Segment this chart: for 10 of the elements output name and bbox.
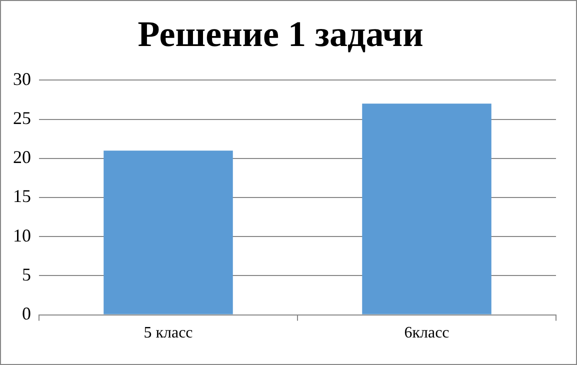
x-tick-label: 6класс <box>404 324 450 342</box>
y-tick-label: 15 <box>13 186 31 206</box>
y-tick-label: 0 <box>22 304 31 324</box>
y-tick-label: 5 <box>22 264 31 284</box>
y-tick-label: 10 <box>13 225 31 246</box>
y-tick-label: 20 <box>13 147 31 168</box>
y-tick-label: 30 <box>13 68 31 89</box>
y-tick-label: 25 <box>13 108 31 128</box>
x-tick-label: 5 класс <box>144 324 193 342</box>
chart-title: Решение 1 задачи <box>138 14 424 54</box>
